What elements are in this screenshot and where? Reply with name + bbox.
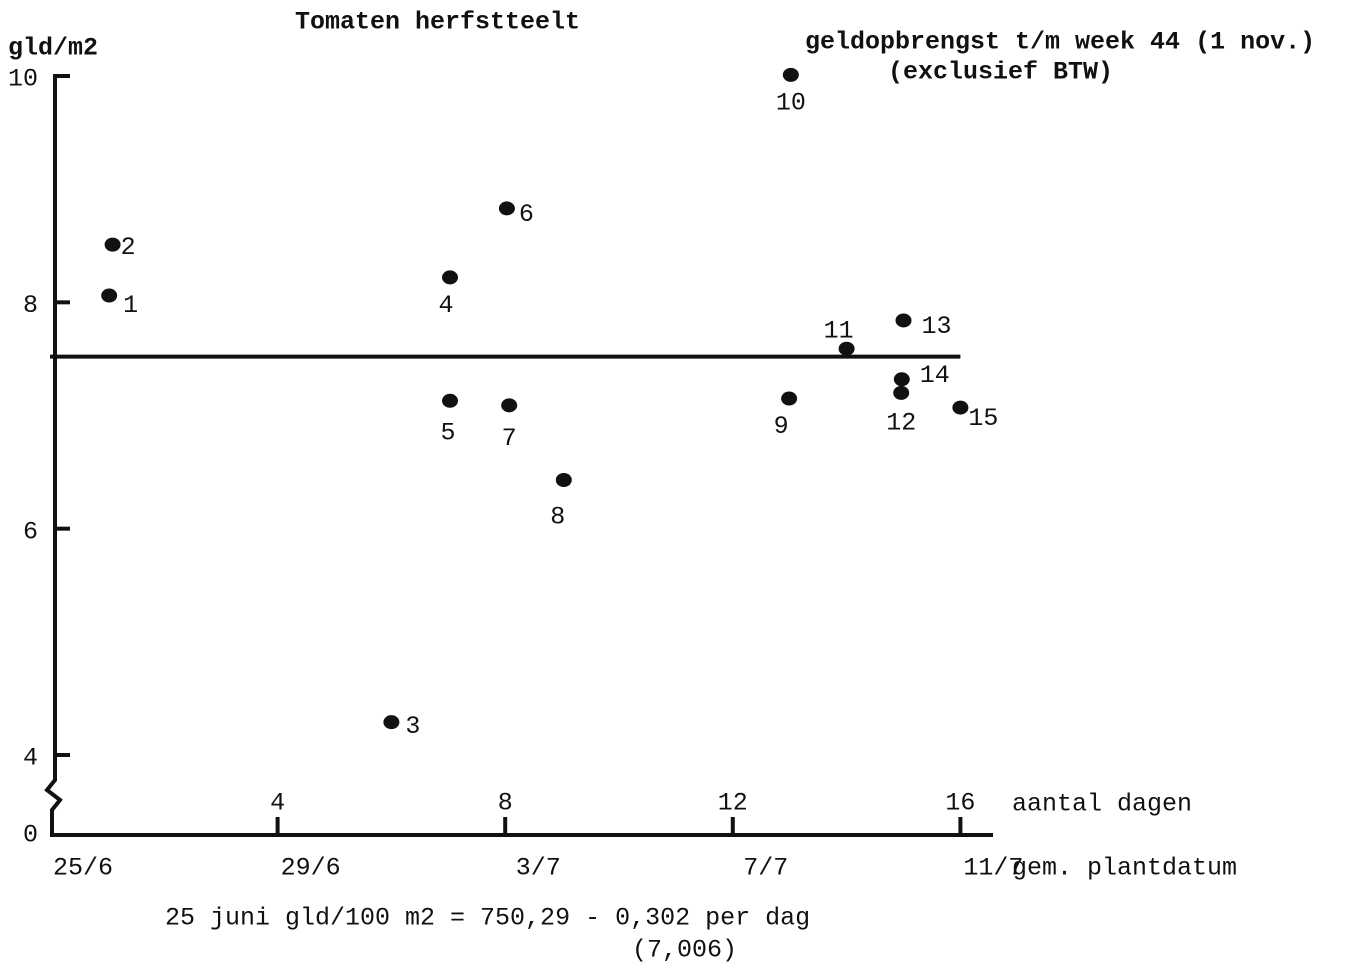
point-label: 11 xyxy=(824,316,854,345)
point-label: 15 xyxy=(968,404,998,433)
point xyxy=(101,288,118,303)
point-label: 14 xyxy=(920,361,950,390)
point xyxy=(895,313,912,328)
y-axis-label: gld/m2 xyxy=(8,34,98,63)
point-label: 12 xyxy=(886,408,916,437)
annotation: geldopbrengst t/m week 44 (1 nov.) xyxy=(805,28,1315,57)
y-tick-label: 4 xyxy=(23,744,38,773)
date-tick-label: 25/6 xyxy=(53,854,113,883)
point xyxy=(555,473,572,488)
date-tick-label: 7/7 xyxy=(743,854,788,883)
y-tick-label: 0 xyxy=(23,821,38,850)
chart-title: Tomaten herfstteelt xyxy=(295,8,580,37)
point-label: 13 xyxy=(922,312,952,341)
point-label: 9 xyxy=(774,412,789,441)
point-label: 2 xyxy=(121,233,136,262)
point-label: 7 xyxy=(502,424,517,453)
point-label: 8 xyxy=(550,503,565,532)
footnote: (7,006) xyxy=(632,936,737,965)
x-tick-label: 12 xyxy=(718,789,748,818)
point-label: 10 xyxy=(776,88,806,117)
y-tick-label: 8 xyxy=(23,291,38,320)
point-label: 1 xyxy=(123,291,138,320)
point xyxy=(782,67,799,82)
x-tick-label: 4 xyxy=(270,789,285,818)
y-tick-label: 10 xyxy=(8,65,38,94)
point xyxy=(838,341,855,356)
point-label: 6 xyxy=(519,200,534,229)
x-tick-label: 16 xyxy=(945,789,975,818)
point-label: 3 xyxy=(405,712,420,741)
point xyxy=(781,391,798,406)
footnote: 25 juni gld/100 m2 = 750,29 - 0,302 per … xyxy=(165,904,810,933)
point xyxy=(442,270,459,285)
date-tick-label: 11/7 xyxy=(963,854,1023,883)
annotation: (exclusief BTW) xyxy=(888,58,1113,87)
point xyxy=(104,237,121,252)
point xyxy=(893,372,910,387)
y-axis xyxy=(44,74,70,835)
point xyxy=(501,398,518,413)
point xyxy=(442,393,459,408)
x-tick-label: 8 xyxy=(498,789,513,818)
y-tick-label: 6 xyxy=(23,517,38,546)
date-tick-label: 3/7 xyxy=(516,854,561,883)
point-label: 4 xyxy=(438,291,453,320)
point xyxy=(498,201,515,216)
point xyxy=(893,385,910,400)
x-axis-label: aantal dagen xyxy=(1012,790,1192,819)
point-label: 5 xyxy=(440,418,455,447)
point xyxy=(383,715,400,730)
point xyxy=(952,400,969,415)
x2-axis-label: gem. plantdatum xyxy=(1012,854,1237,883)
date-tick-label: 29/6 xyxy=(281,854,341,883)
